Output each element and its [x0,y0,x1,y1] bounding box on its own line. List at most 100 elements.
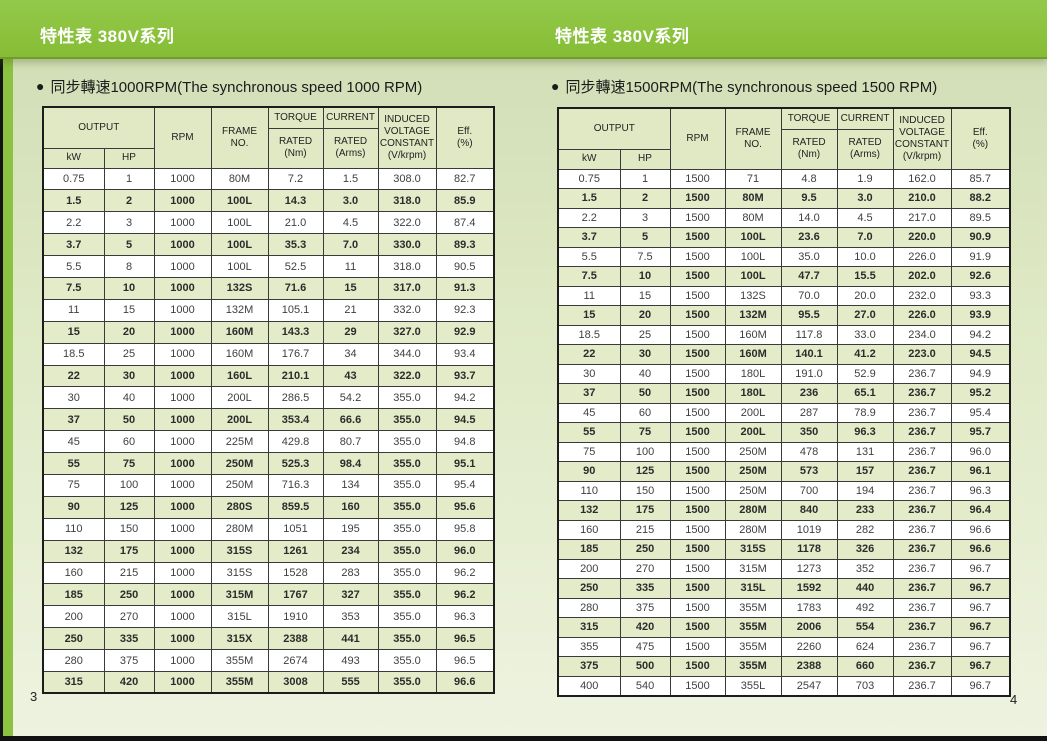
table-row: 7.5 10 1000 132S 71.6 15 317.0 91.3 [42,276,495,300]
table-cell: 250M [724,461,782,482]
col-kw: kW [557,148,621,170]
table-cell: 280M [724,500,782,521]
table-cell: 226.0 [892,305,952,326]
table-row: 185 250 1000 315M 1767 327 355.0 96.2 [42,583,495,607]
table-cell: 215 [103,561,155,585]
spec-table-1000rpm: OUTPUT RPM FRAME NO. TORQUE CURRENT INDU… [42,106,496,695]
table-cell: 15 [619,285,671,306]
table-cell: 475 [619,636,671,657]
table-cell: 30 [103,364,155,388]
table-cell: 95.2 [950,383,1011,404]
table-cell: 96.2 [435,561,495,585]
table-cell: 280M [724,519,782,540]
table-cell: 1.9 [836,168,894,189]
table-cell: 4.5 [836,207,894,228]
col-induced-voltage: INDUCED VOLTAGE CONSTANT (V/krpm) [377,106,437,169]
table-cell: 1500 [669,246,726,267]
table-row: 37 50 1500 180L 236 65.1 236.7 95.2 [557,383,1011,404]
table-header: OUTPUT RPM FRAME NO. TORQUE CURRENT INDU… [42,106,495,169]
table-cell: 330.0 [377,233,437,257]
table-cell: 75 [103,452,155,475]
table-row: 5.5 8 1000 100L 52.5 11 318.0 90.5 [42,255,495,278]
table-cell: 573 [780,461,838,482]
table-cell: 55 [42,452,105,475]
table-cell: 220.0 [892,227,952,248]
table-cell: 217.0 [892,207,952,228]
table-cell: 1500 [669,344,726,365]
table-cell: 236.7 [892,578,952,599]
table-cell: 250M [210,452,269,475]
table-cell: 2260 [780,636,838,657]
table-cell: 236.7 [892,636,952,657]
table-cell: 45 [557,402,621,423]
table-cell: 1000 [153,211,212,235]
table-cell: 317.0 [377,276,437,300]
table-cell: 11 [557,285,621,306]
table-cell: 92.9 [435,320,495,344]
table-row: 280 375 1000 355M 2674 493 355.0 96.5 [42,649,495,672]
table-cell: 100L [210,233,269,257]
table-cell: 175 [103,539,155,563]
table-cell: 34 [322,342,379,366]
col-rated-arms: RATED (Arms) [322,127,379,169]
table-cell: 191.0 [780,363,838,384]
table-cell: 25 [619,324,671,345]
table-cell: 33.0 [836,324,894,345]
col-torque: TORQUE [267,106,324,129]
table-cell: 194 [836,480,894,501]
table-cell: 429.8 [267,430,324,454]
table-cell: 131 [836,441,894,462]
table-cell: 29 [322,320,379,344]
table-row: 375 500 1500 355M 2388 660 236.7 96.7 [557,656,1011,677]
table-cell: 236.7 [892,500,952,521]
table-cell: 1500 [669,285,726,306]
table-cell: 355.0 [377,495,437,519]
table-cell: 1500 [669,305,726,326]
table-cell: 195 [322,517,379,541]
table-cell: 540 [619,675,671,696]
col-hp: HP [103,147,155,169]
table-row: 2.2 3 1500 80M 14.0 4.5 217.0 89.5 [557,207,1011,228]
table-cell: 2388 [780,656,838,677]
table-cell: 80M [724,207,782,228]
table-row: 55 75 1000 250M 525.3 98.4 355.0 95.1 [42,452,495,475]
table-cell: 210.1 [267,364,324,388]
table-row: 90 125 1000 280S 859.5 160 355.0 95.6 [42,495,495,519]
table-cell: 355.0 [377,408,437,432]
table-cell: 315M [724,558,782,579]
table-cell: 7.0 [836,227,894,248]
table-cell: 80M [210,167,269,191]
table-cell: 1500 [669,383,726,404]
table-body: 0.75 1 1000 80M 7.2 1.5 308.0 82.7 1.5 2 1000 100L 1… [42,167,495,694]
table-cell: 250 [42,627,105,651]
table-cell: 236.7 [892,441,952,462]
table-cell: 2 [103,189,155,213]
table-cell: 2 [619,188,671,209]
table-cell: 10.0 [836,246,894,267]
table-row: 200 270 1500 315M 1273 352 236.7 96.7 [557,558,1011,579]
table-cell: 47.7 [780,266,838,287]
table-cell: 200L [210,408,269,432]
table-cell: 3.0 [322,189,379,213]
table-cell: 250 [103,583,155,607]
table-row: 45 60 1000 225M 429.8 80.7 355.0 94.8 [42,430,495,454]
table-cell: 21 [322,298,379,322]
table-cell: 355.0 [377,517,437,541]
table-cell: 160M [210,342,269,366]
table-cell: 1000 [153,189,212,213]
table-cell: 11 [322,255,379,278]
table-cell: 2.2 [557,207,621,228]
table-cell: 232.0 [892,285,952,306]
table-row: 3.7 5 1000 100L 35.3 7.0 330.0 89.3 [42,233,495,257]
table-cell: 21.0 [267,211,324,235]
table-cell: 270 [619,558,671,579]
table-cell: 250M [724,441,782,462]
table-cell: 94.8 [435,430,495,454]
table-row: 11 15 1000 132M 105.1 21 332.0 92.3 [42,298,495,322]
col-frame-no: FRAME NO. [724,107,782,170]
table-cell: 355.0 [377,473,437,497]
table-cell: 96.7 [950,617,1011,638]
table-cell: 1 [103,167,155,191]
table-row: 37 50 1000 200L 353.4 66.6 355.0 94.5 [42,408,495,432]
table-cell: 420 [619,617,671,638]
